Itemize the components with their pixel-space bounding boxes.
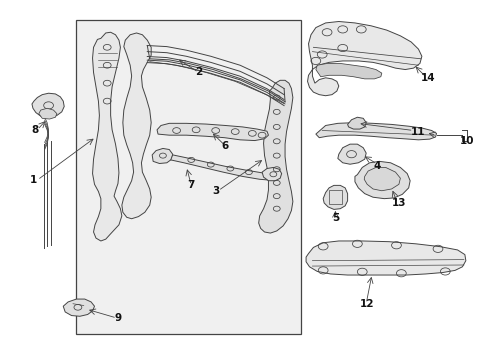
- Bar: [329, 190, 342, 204]
- Text: 6: 6: [222, 141, 229, 151]
- Text: 3: 3: [212, 186, 220, 196]
- Text: 14: 14: [421, 73, 436, 83]
- Polygon shape: [323, 185, 347, 210]
- Text: 8: 8: [31, 125, 39, 135]
- Text: 9: 9: [114, 313, 122, 323]
- Polygon shape: [152, 148, 172, 163]
- Polygon shape: [355, 161, 410, 199]
- Polygon shape: [347, 117, 366, 129]
- Polygon shape: [308, 22, 422, 96]
- Bar: [76, 21, 301, 334]
- Polygon shape: [316, 123, 437, 140]
- Polygon shape: [157, 123, 269, 140]
- Polygon shape: [306, 241, 466, 275]
- Text: 4: 4: [373, 161, 381, 171]
- Text: 2: 2: [195, 67, 202, 77]
- Text: 12: 12: [360, 299, 374, 309]
- Polygon shape: [338, 144, 366, 164]
- Polygon shape: [259, 80, 293, 233]
- Polygon shape: [316, 63, 382, 79]
- Polygon shape: [32, 93, 64, 118]
- Text: 1: 1: [30, 175, 38, 185]
- Polygon shape: [63, 299, 95, 316]
- Text: 7: 7: [188, 180, 195, 190]
- Text: 10: 10: [460, 136, 475, 145]
- Text: 13: 13: [392, 198, 406, 208]
- Polygon shape: [93, 32, 122, 241]
- Polygon shape: [171, 155, 272, 180]
- Polygon shape: [122, 33, 151, 219]
- Polygon shape: [364, 167, 400, 191]
- Polygon shape: [262, 167, 282, 181]
- Text: 11: 11: [411, 127, 426, 136]
- Polygon shape: [39, 108, 57, 119]
- Text: 5: 5: [332, 213, 339, 222]
